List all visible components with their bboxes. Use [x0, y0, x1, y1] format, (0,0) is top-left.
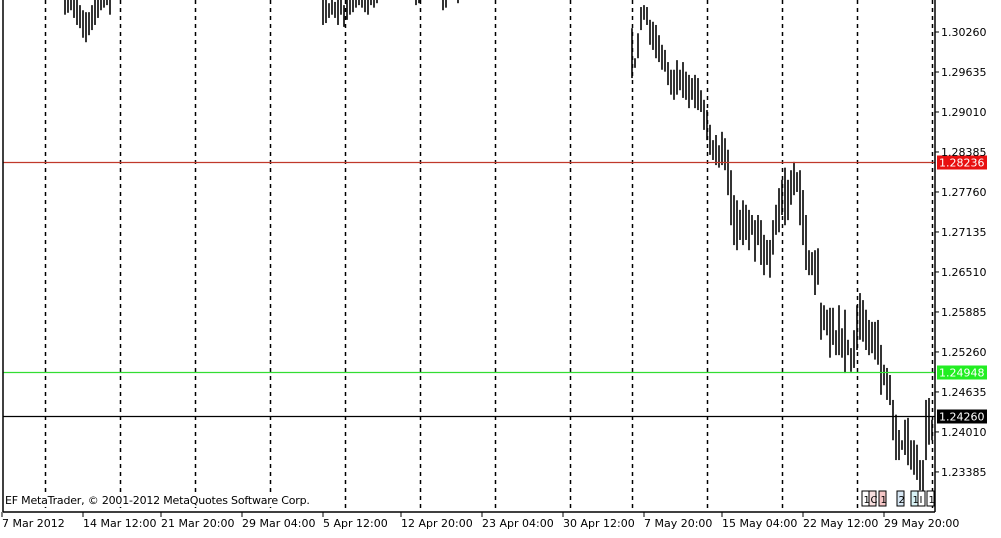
copyright-label: EF MetaTrader, © 2001-2012 MetaQuotes So…: [5, 494, 310, 507]
current-price-tag: [937, 409, 987, 424]
y-tick-label: 1.25885: [941, 306, 987, 319]
event-marker-label: 1: [881, 495, 887, 506]
event-marker-label: 1: [913, 495, 919, 506]
y-tick-label: 1.25260: [941, 346, 987, 359]
x-tick-label: 29 May 20:00: [884, 517, 959, 530]
y-tick-label: 1.24635: [941, 386, 987, 399]
event-marker[interactable]: [868, 490, 877, 507]
x-tick-label: 23 Apr 04:00: [482, 517, 554, 530]
x-tick-label: 22 May 12:00: [803, 517, 878, 530]
event-marker[interactable]: [896, 490, 905, 507]
event-marker[interactable]: [926, 490, 935, 507]
y-tick-label: 1.23385: [941, 466, 987, 479]
x-tick-label: 30 Apr 12:00: [563, 517, 635, 530]
x-tick-label: 5 Apr 12:00: [323, 517, 388, 530]
event-marker-label: 1: [864, 495, 870, 506]
current-price-tag-label: 1.24260: [939, 411, 985, 424]
x-tick-label: 14 Mar 12:00: [83, 517, 156, 530]
event-marker[interactable]: [917, 490, 926, 507]
price-bars: [64, 0, 933, 496]
x-tick-label: 21 Mar 20:00: [161, 517, 234, 530]
y-tick-label: 1.26510: [941, 266, 987, 279]
red-level-tag: [937, 155, 987, 170]
event-marker-label: 1: [929, 495, 935, 506]
event-marker-label: I: [920, 495, 923, 506]
x-tick-label: 7 Mar 2012: [2, 517, 65, 530]
y-tick-label: 1.29010: [941, 106, 987, 119]
green-level-tag: [937, 365, 987, 380]
event-marker-label: 2: [899, 495, 905, 506]
x-tick-label: 15 May 04:00: [722, 517, 797, 530]
event-marker[interactable]: [878, 490, 887, 507]
axes: 1.30260 1.29635 1.29010 1.28385 1.27760 1.271…: [1, 0, 987, 530]
x-tick-label: 29 Mar 04:00: [242, 517, 315, 530]
x-tick-label: 12 Apr 20:00: [401, 517, 473, 530]
y-tick-label: 1.24010: [941, 426, 987, 439]
y-tick-label: 1.27135: [941, 226, 987, 239]
y-tick-label: 1.27760: [941, 186, 987, 199]
red-level-tag-label: 1.28236: [939, 157, 985, 170]
y-tick-label: 1.29635: [941, 66, 987, 79]
vertical-grid: [44, 0, 934, 512]
green-level-tag-label: 1.24948: [939, 367, 985, 380]
price-lines[interactable]: 1.28236 1.24948 1.24260: [3, 155, 987, 424]
x-tick-label: 7 May 20:00: [644, 517, 712, 530]
y-tick-label: 1.28385: [941, 146, 987, 159]
y-tick-label: 1.30260: [941, 26, 987, 39]
event-marker-label: C: [871, 495, 878, 506]
